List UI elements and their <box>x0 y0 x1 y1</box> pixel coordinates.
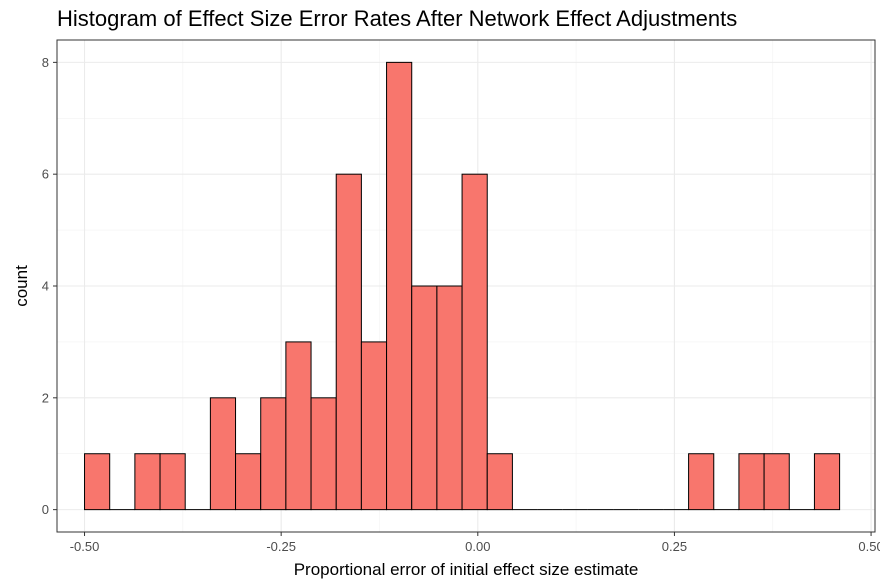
histogram-bar <box>285 341 312 511</box>
histogram-bar <box>486 453 513 511</box>
histogram-bar <box>738 453 765 511</box>
histogram-bar <box>310 397 337 511</box>
y-tick-label: 4 <box>42 279 49 294</box>
histogram-bar <box>461 173 488 511</box>
histogram-bar <box>84 453 111 511</box>
x-tick-label: 0.50 <box>858 539 880 554</box>
bars <box>84 61 841 511</box>
histogram-bar <box>134 453 161 511</box>
histogram-bar <box>209 397 237 511</box>
histogram-bar <box>688 453 715 511</box>
x-tick-label: 0.25 <box>662 539 687 554</box>
histogram-bar <box>159 453 186 511</box>
x-axis-title: Proportional error of initial effect siz… <box>294 560 639 579</box>
axis-ticks: -0.50 -0.25 0.00 0.25 0.50 0 2 4 6 8 <box>42 55 880 554</box>
histogram-bar <box>260 397 287 511</box>
histogram-bar <box>235 453 262 511</box>
histogram-bar <box>386 61 413 511</box>
y-tick-label: 8 <box>42 55 49 70</box>
histogram-bar <box>763 453 790 511</box>
x-tick-label: 0.00 <box>465 539 490 554</box>
y-tick-label: 0 <box>42 502 49 517</box>
y-tick-label: 6 <box>42 167 49 182</box>
histogram-bar <box>436 285 463 511</box>
chart-title: Histogram of Effect Size Error Rates Aft… <box>57 6 738 31</box>
x-tick-label: -0.50 <box>70 539 100 554</box>
histogram-bar <box>335 173 362 511</box>
histogram-bar <box>360 341 388 511</box>
histogram-bar <box>411 285 438 511</box>
x-tick-label: -0.25 <box>266 539 296 554</box>
y-axis-title: count <box>12 265 31 307</box>
y-tick-label: 2 <box>42 390 49 405</box>
histogram-bar <box>813 453 841 511</box>
